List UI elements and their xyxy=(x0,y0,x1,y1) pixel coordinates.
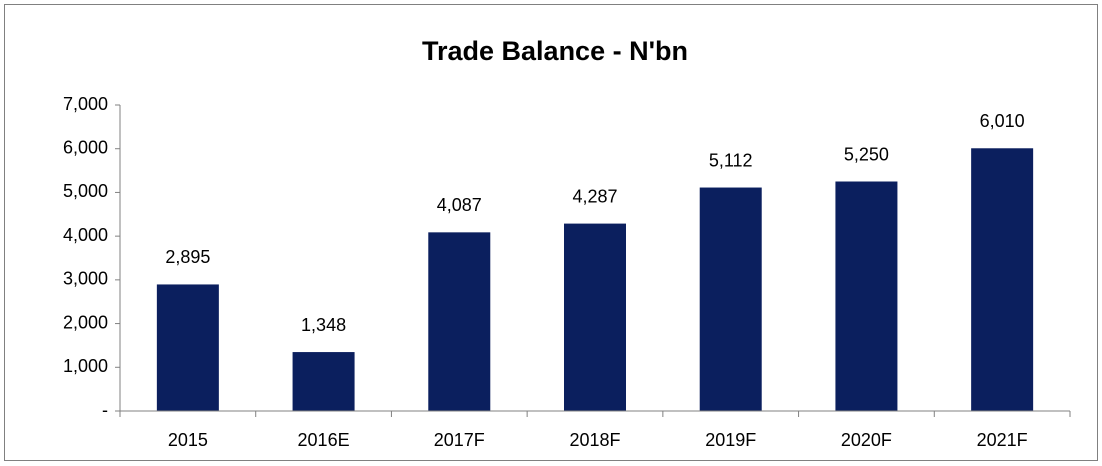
value-label: 2,895 xyxy=(165,247,210,267)
bar xyxy=(428,232,491,411)
value-label: 1,348 xyxy=(301,315,346,335)
value-label: 6,010 xyxy=(980,111,1025,131)
bar xyxy=(292,352,355,411)
y-tick-label: 4,000 xyxy=(63,225,108,245)
y-tick-label: 1,000 xyxy=(63,356,108,376)
bar xyxy=(156,284,219,411)
x-tick-label: 2019F xyxy=(705,430,756,450)
y-tick-label: 6,000 xyxy=(63,137,108,157)
bar xyxy=(699,187,762,411)
y-tick-label: 5,000 xyxy=(63,181,108,201)
x-tick-label: 2020F xyxy=(841,430,892,450)
x-tick-label: 2016E xyxy=(298,430,350,450)
y-tick-label: 2,000 xyxy=(63,312,108,332)
value-label: 5,112 xyxy=(709,150,753,170)
x-tick-label: 2015 xyxy=(168,430,208,450)
chart-title: Trade Balance - N'bn xyxy=(422,36,688,66)
y-tick-label: 3,000 xyxy=(63,269,108,289)
value-label: 4,087 xyxy=(437,195,482,215)
y-tick-label: - xyxy=(102,400,108,420)
value-label: 5,250 xyxy=(844,144,889,164)
y-tick-label: 7,000 xyxy=(63,94,108,114)
x-tick-label: 2018F xyxy=(569,430,620,450)
bar xyxy=(971,148,1034,411)
value-label: 4,287 xyxy=(572,186,617,206)
x-tick-label: 2021F xyxy=(977,430,1028,450)
bar xyxy=(835,181,898,411)
bar xyxy=(564,223,626,411)
x-tick-label: 2017F xyxy=(434,430,485,450)
